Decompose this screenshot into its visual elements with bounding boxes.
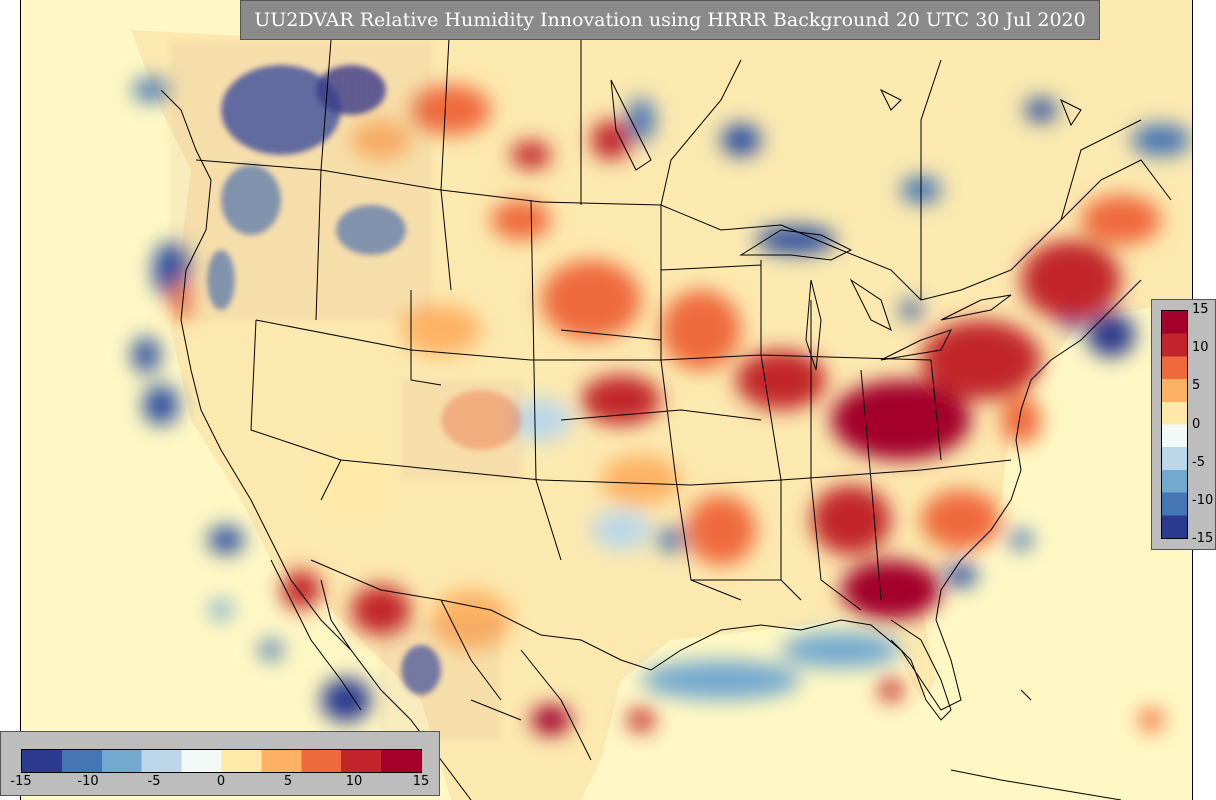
map-title: UU2DVAR Relative Humidity Innovation usi… [240,0,1100,40]
caribbean-islands [950,689,1122,800]
state-lines [250,169,1012,611]
pacific-coastline [160,89,472,800]
colorbar-horizontal-tick: 10 [345,774,363,789]
map-panel [20,0,1193,800]
colorbar-vertical-tick: 0 [1192,417,1201,432]
colorbar-vertical-tick: -10 [1192,493,1214,508]
innovation-field-detail [171,40,521,740]
colorbar-horizontal-tick: 5 [283,774,293,789]
colorbar-horizontal-gradient [21,749,422,773]
us-canada-border [195,159,1172,301]
colorbar-horizontal-tick: -15 [10,774,32,789]
colorbar-horizontal-tick: 15 [412,774,430,789]
great-lakes [739,229,1012,371]
colorbar-vertical-tick: -5 [1192,455,1205,470]
colorbar-vertical-tick: -15 [1192,531,1214,546]
gulf-coastline [540,589,962,711]
colorbar-vertical-tick: 10 [1192,340,1209,355]
colorbar-vertical: 15 10 5 0 -5 -10 -15 [1151,299,1216,550]
mexico-borders [310,559,592,761]
canada-borders [320,0,1142,300]
colorbar-vertical-gradient [1161,310,1188,539]
colorbar-horizontal-tick: 0 [216,774,226,789]
colorbar-horizontal-tick: -10 [77,774,99,789]
colorbar-horizontal-tick: -5 [147,774,161,789]
colorbar-horizontal: -15 -10 -5 0 5 10 15 [0,731,440,796]
florida-outline [890,619,952,721]
humidity-innovation-map [21,0,1192,800]
canada-lakes [610,79,1082,171]
political-boundaries [160,0,1172,800]
atlantic-coastline [940,279,1142,591]
colorbar-vertical-tick: 15 [1192,302,1209,317]
baja-coastline [270,559,362,711]
colorbar-vertical-tick: 5 [1192,378,1201,393]
